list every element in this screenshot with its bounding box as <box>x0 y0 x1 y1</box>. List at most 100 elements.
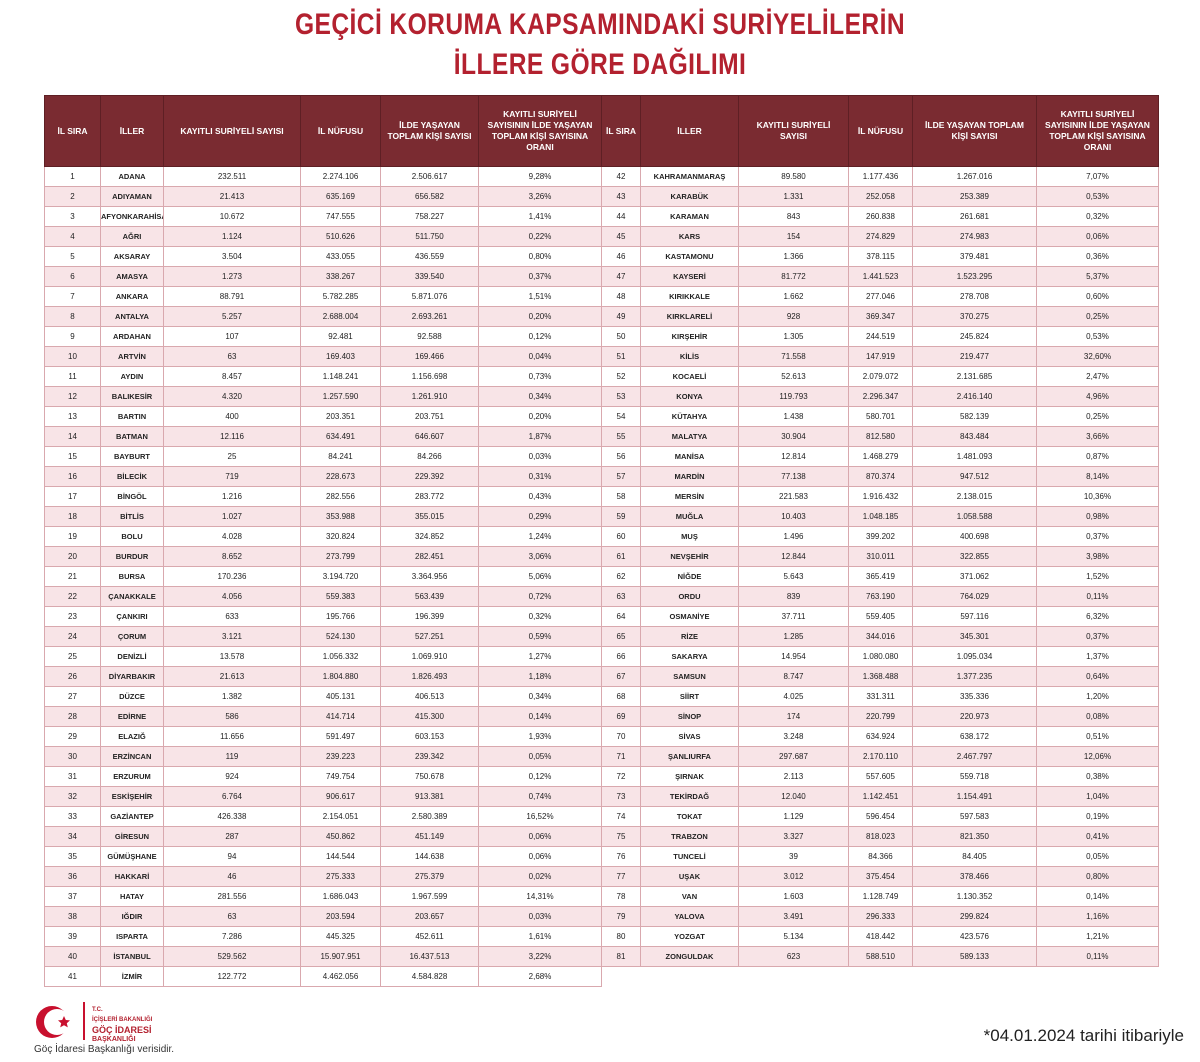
cell: ÇANKIRI <box>100 606 164 627</box>
cell: EDİRNE <box>100 706 164 727</box>
cell: 71.558 <box>738 346 849 367</box>
cell: 244.519 <box>848 326 913 347</box>
cell: 2.138.015 <box>912 486 1037 507</box>
cell: 92.481 <box>300 326 381 347</box>
cell: 7,07% <box>1036 166 1159 187</box>
cell: 16,52% <box>478 806 602 827</box>
cell: 0,73% <box>478 366 602 387</box>
row: 42 KAHRAMANMARAŞ 89.580 1.177.436 1.267.016 7… <box>601 166 1159 187</box>
cell: 2.688.004 <box>300 306 381 327</box>
cell: KÜTAHYA <box>640 406 739 427</box>
cell: 1.826.493 <box>380 666 479 687</box>
cell: 1.130.352 <box>912 886 1037 907</box>
cell: 245.824 <box>912 326 1037 347</box>
cell: 0,36% <box>1036 246 1159 267</box>
cell: TUNCELİ <box>640 846 739 867</box>
cell: 60 <box>601 526 641 547</box>
cell: 353.988 <box>300 506 381 527</box>
cell: 10.403 <box>738 506 849 527</box>
cell: 14,31% <box>478 886 602 907</box>
row: 65 RİZE 1.285 344.016 345.301 0,37% <box>601 626 1159 647</box>
cell: 81 <box>601 946 641 967</box>
row: 15 BAYBURT 25 84.241 84.266 0,03% <box>44 446 602 467</box>
cell: 0,87% <box>1036 446 1159 467</box>
cell: 9 <box>44 326 101 347</box>
row: 36 HAKKARİ 46 275.333 275.379 0,02% <box>44 866 602 887</box>
cell: 4.462.056 <box>300 966 381 987</box>
cell: 436.559 <box>380 246 479 267</box>
cell: 63 <box>163 906 301 927</box>
row: 48 KIRIKKALE 1.662 277.046 278.708 0,60% <box>601 286 1159 307</box>
cell: 297.687 <box>738 746 849 767</box>
cell: 812.580 <box>848 426 913 447</box>
cell: 399.202 <box>848 526 913 547</box>
cell: 843.484 <box>912 426 1037 447</box>
header-row: İL SIRA İLLER KAYITLI SURİYELİ SAYISI İL NÜ… <box>44 95 602 167</box>
cell: 75 <box>601 826 641 847</box>
cell: 764.029 <box>912 586 1037 607</box>
title: İLLERE GÖRE DAĞILIMI <box>453 48 747 81</box>
cell: 414.714 <box>300 706 381 727</box>
row: 66 SAKARYA 14.954 1.080.080 1.095.034 1,37% <box>601 646 1159 667</box>
cell: NEVŞEHİR <box>640 546 739 567</box>
cell: 63 <box>163 346 301 367</box>
cell: ŞANLIURFA <box>640 746 739 767</box>
cell: 2.693.261 <box>380 306 479 327</box>
cell: 2.079.072 <box>848 366 913 387</box>
cell: 1.468.279 <box>848 446 913 467</box>
cell: 310.011 <box>848 546 913 567</box>
cell: 378.115 <box>848 246 913 267</box>
cell: 379.481 <box>912 246 1037 267</box>
cell: 147.919 <box>848 346 913 367</box>
cell: 947.512 <box>912 466 1037 487</box>
cell: 0,20% <box>478 306 602 327</box>
cell: HATAY <box>100 886 164 907</box>
cell: BOLU <box>100 526 164 547</box>
cell: 228.673 <box>300 466 381 487</box>
cell: AYDIN <box>100 366 164 387</box>
cell: ESKİŞEHİR <box>100 786 164 807</box>
cell: SİVAS <box>640 726 739 747</box>
cell: 0,37% <box>478 266 602 287</box>
cell: 2 <box>44 186 101 207</box>
header-row: İL SIRA İLLER KAYITLI SURİYELİ SAYISI İL NÜ… <box>601 95 1159 167</box>
cell: 582.139 <box>912 406 1037 427</box>
cell: TOKAT <box>640 806 739 827</box>
header-cell: İLLER <box>640 95 739 167</box>
cell: 623 <box>738 946 849 967</box>
cell: 43 <box>601 186 641 207</box>
cell: MERSİN <box>640 486 739 507</box>
cell: 580.701 <box>848 406 913 427</box>
row: 31 ERZURUM 924 749.754 750.678 0,12% <box>44 766 602 787</box>
row: 45 KARS 154 274.829 274.983 0,06% <box>601 226 1159 247</box>
row: 52 KOCAELİ 52.613 2.079.072 2.131.685 2,47% <box>601 366 1159 387</box>
row: 75 TRABZON 3.327 818.023 821.350 0,41% <box>601 826 1159 847</box>
cell: 8,14% <box>1036 466 1159 487</box>
row: 74 TOKAT 1.129 596.454 597.583 0,19% <box>601 806 1159 827</box>
header-cell: İL SIRA <box>44 95 101 167</box>
cell: 1.523.295 <box>912 266 1037 287</box>
cell: 0,03% <box>478 906 602 927</box>
cell: 1.662 <box>738 286 849 307</box>
cell: 1.441.523 <box>848 266 913 287</box>
cell: 589.133 <box>912 946 1037 967</box>
cell: 16 <box>44 466 101 487</box>
cell: 633 <box>163 606 301 627</box>
cell: 232.511 <box>163 166 301 187</box>
cell: 1.069.910 <box>380 646 479 667</box>
cell: 71 <box>601 746 641 767</box>
cell: 406.513 <box>380 686 479 707</box>
cell: 0,05% <box>1036 846 1159 867</box>
row: 80 YOZGAT 5.134 418.442 423.576 1,21% <box>601 926 1159 947</box>
cell: 196.399 <box>380 606 479 627</box>
cell: 52.613 <box>738 366 849 387</box>
cell: 586 <box>163 706 301 727</box>
row: 58 MERSİN 221.583 1.916.432 2.138.015 10,36% <box>601 486 1159 507</box>
cell: OSMANİYE <box>640 606 739 627</box>
row: 72 ŞIRNAK 2.113 557.605 559.718 0,38% <box>601 766 1159 787</box>
cell: 1,24% <box>478 526 602 547</box>
cell: YALOVA <box>640 906 739 927</box>
cell: 287 <box>163 826 301 847</box>
cell: 53 <box>601 386 641 407</box>
